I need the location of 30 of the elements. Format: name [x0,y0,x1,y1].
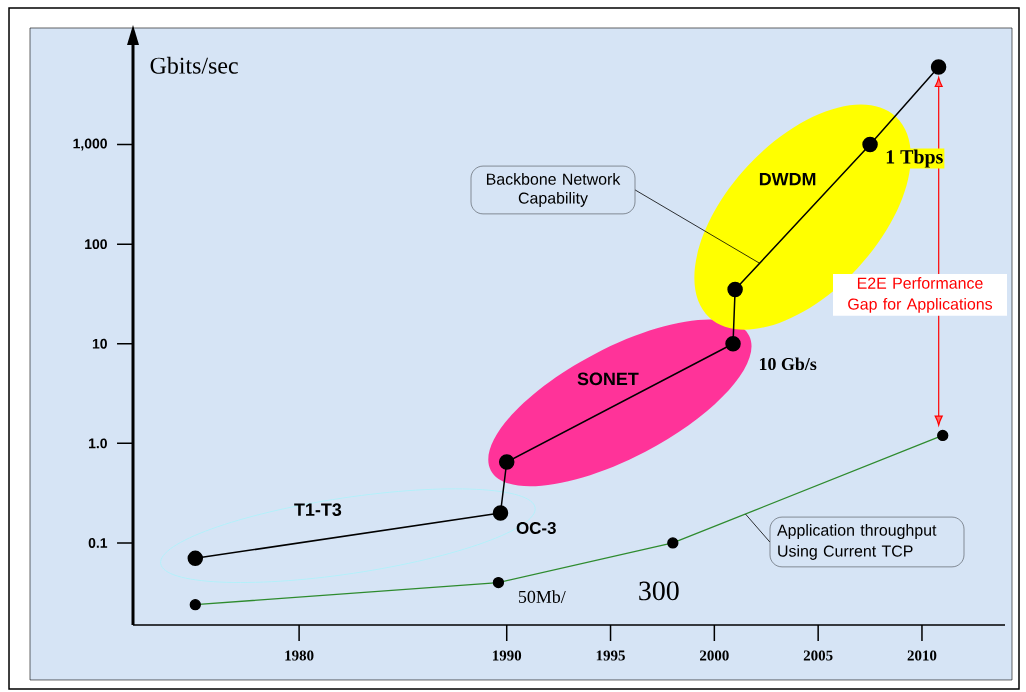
x-tick-label: 2000 [700,650,729,661]
y-tick-label: 1,000 [73,138,107,151]
annotation: 10 Gb/s [759,357,817,371]
x-tick-label: 2005 [803,650,833,661]
annotation: T1-T3 [294,503,342,517]
x-tick-label: 1990 [492,650,522,661]
y-tick-label: 10 [92,338,107,349]
point [862,136,878,153]
x-tick-label: 1980 [285,650,314,661]
x-tick-label: 1995 [596,650,625,661]
point [727,281,743,298]
annotation: Application throughput Using Current TCP [777,524,937,560]
annotation: OC-3 [516,521,556,534]
annotation: 300 [639,581,679,601]
y-tick-label: 1.0 [89,438,107,449]
x-tick-label: 2010 [907,650,937,661]
annotation: 1 Tbps [886,149,943,168]
annotation: 50Mb/ [518,590,566,603]
annotation: SONET [577,372,639,386]
y-axis-title: Gbits/sec [150,56,238,74]
point [187,550,204,567]
point [725,336,741,352]
point [492,505,509,521]
annotation: Backbone Network Capability [486,173,621,207]
point [930,59,947,75]
y-tick-label: 0.1 [88,537,108,548]
point [498,454,515,470]
y-tick-label: 100 [85,239,107,250]
annotation: DWDM [759,172,816,186]
annotation: E2E Performance Gap for Applications [848,277,993,313]
